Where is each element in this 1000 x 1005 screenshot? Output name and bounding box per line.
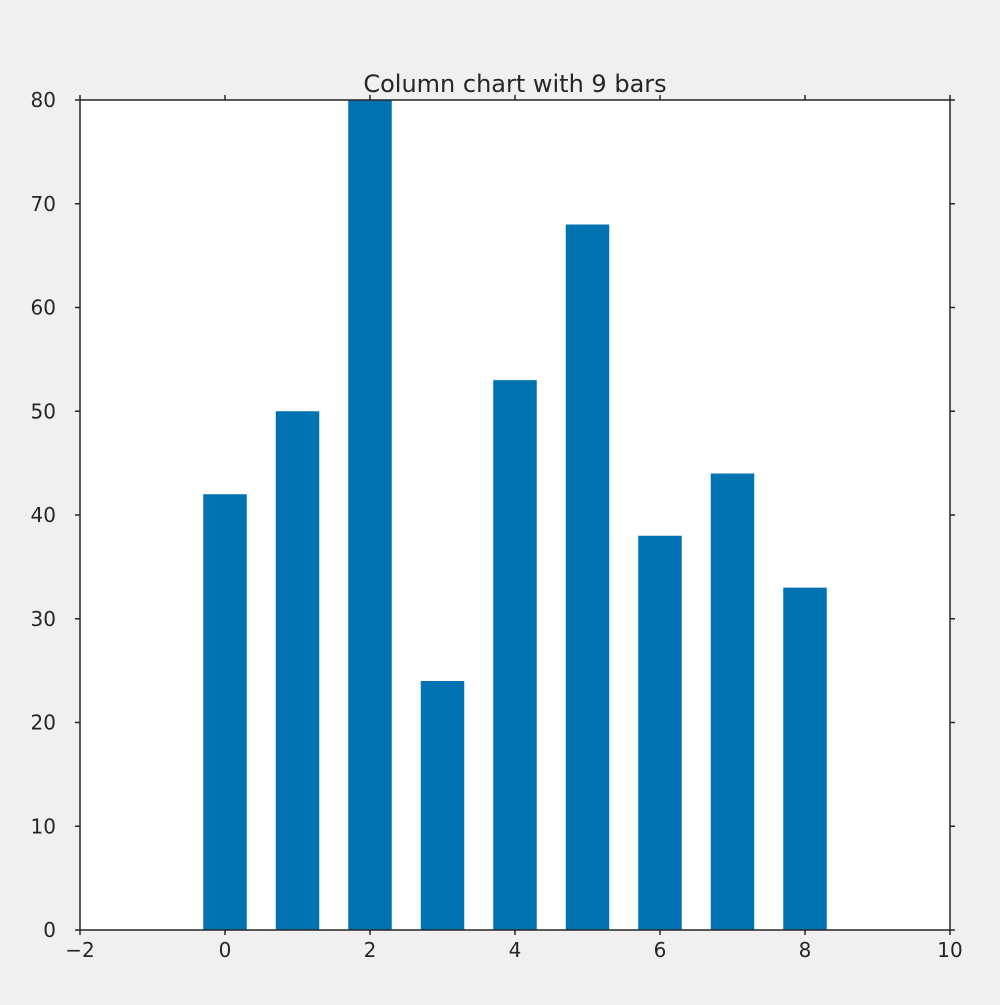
chart-title: Column chart with 9 bars — [363, 70, 666, 98]
x-tick-label: −2 — [65, 938, 94, 962]
bar-6 — [638, 535, 682, 930]
bar-0 — [203, 494, 247, 930]
x-tick-label: 0 — [219, 938, 232, 962]
bar-3 — [420, 681, 465, 930]
bars-group — [203, 100, 827, 930]
y-tick-label: 0 — [43, 918, 56, 942]
y-tick-label: 30 — [31, 607, 56, 631]
x-tick-label: 4 — [509, 938, 522, 962]
y-tick-label: 10 — [31, 814, 56, 838]
bar-1 — [275, 411, 320, 930]
bar-4 — [493, 380, 537, 930]
y-tick-label: 80 — [31, 88, 56, 112]
y-tick-label: 70 — [31, 192, 56, 216]
bar-5 — [565, 224, 610, 930]
x-tick-label: 2 — [364, 938, 377, 962]
y-tick-label: 40 — [31, 503, 56, 527]
bar-7 — [710, 473, 755, 930]
x-tick-label: 10 — [937, 938, 962, 962]
y-tick-label: 20 — [31, 711, 56, 735]
bar-8 — [783, 587, 827, 930]
ticks-group: −2 0 2 4 6 8 10 0 10 20 30 40 50 60 70 80 — [31, 88, 963, 962]
bar-2 — [348, 100, 392, 930]
y-tick-label: 50 — [31, 399, 56, 423]
x-tick-label: 8 — [799, 938, 812, 962]
x-tick-label: 6 — [654, 938, 667, 962]
y-tick-label: 60 — [31, 296, 56, 320]
